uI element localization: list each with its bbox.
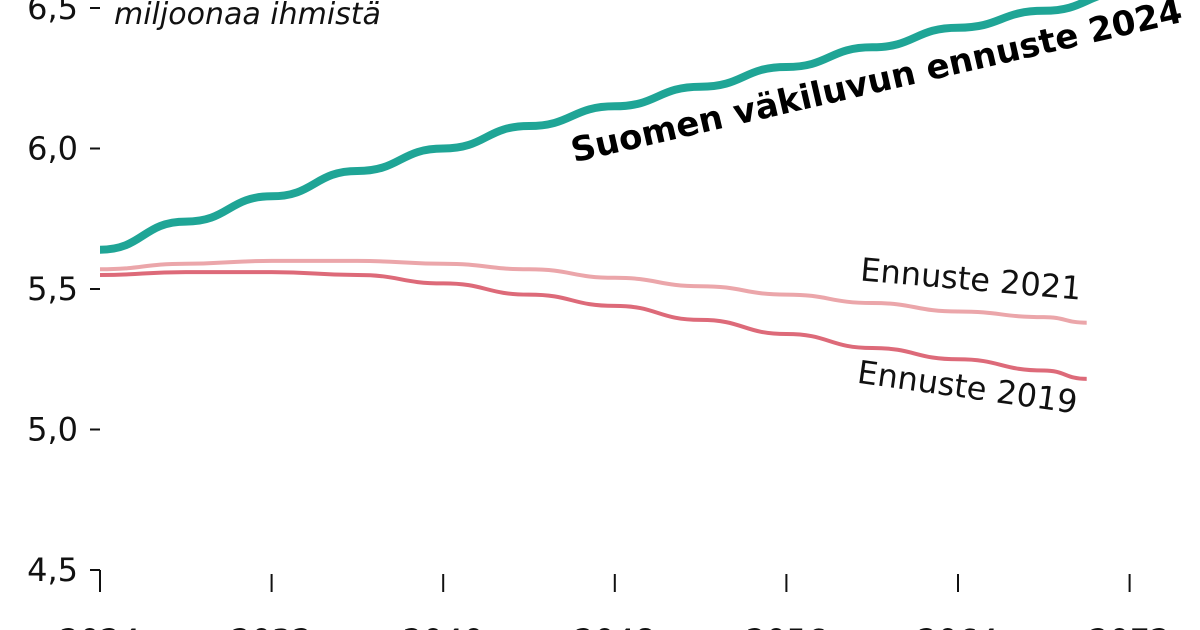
series-label-forecast-2021: Ennuste 2021 [859,250,1083,307]
unit-label: miljoonaa ihmistä [114,0,381,32]
y-tick-label: 6,5 [27,0,78,27]
y-tick-label: 4,5 [27,551,78,589]
x-tick-label: 2064 [917,622,998,630]
x-tick-label: 2032 [231,622,312,630]
series-label-forecast-2024: Suomen väkiluvun ennuste 2024 [567,0,1186,171]
x-tick-label: 2072 [1089,622,1170,630]
series-labels: Suomen väkiluvun ennuste 2024 Ennuste 20… [567,0,1186,421]
series-lines [99,0,1100,381]
x-tick-label: 2040 [402,622,483,630]
y-tick-label: 5,5 [27,270,78,308]
series-line-forecast-2019 [99,270,1087,381]
x-axis: 2024 2032 2040 2048 2056 2064 2072 [59,574,1170,630]
y-tick-label: 5,0 [27,411,78,449]
series-label-forecast-2019: Ennuste 2019 [855,353,1080,421]
x-tick-label: 2056 [746,622,827,630]
series-line-forecast-2021 [99,258,1087,325]
x-tick-label: 2048 [574,622,655,630]
y-axis: 4,5 5,0 5,5 6,0 6,5 [27,0,101,592]
y-tick-label: 6,0 [27,130,78,168]
series-line-forecast-2024 [99,0,1100,254]
x-tick-label: 2024 [59,622,140,630]
